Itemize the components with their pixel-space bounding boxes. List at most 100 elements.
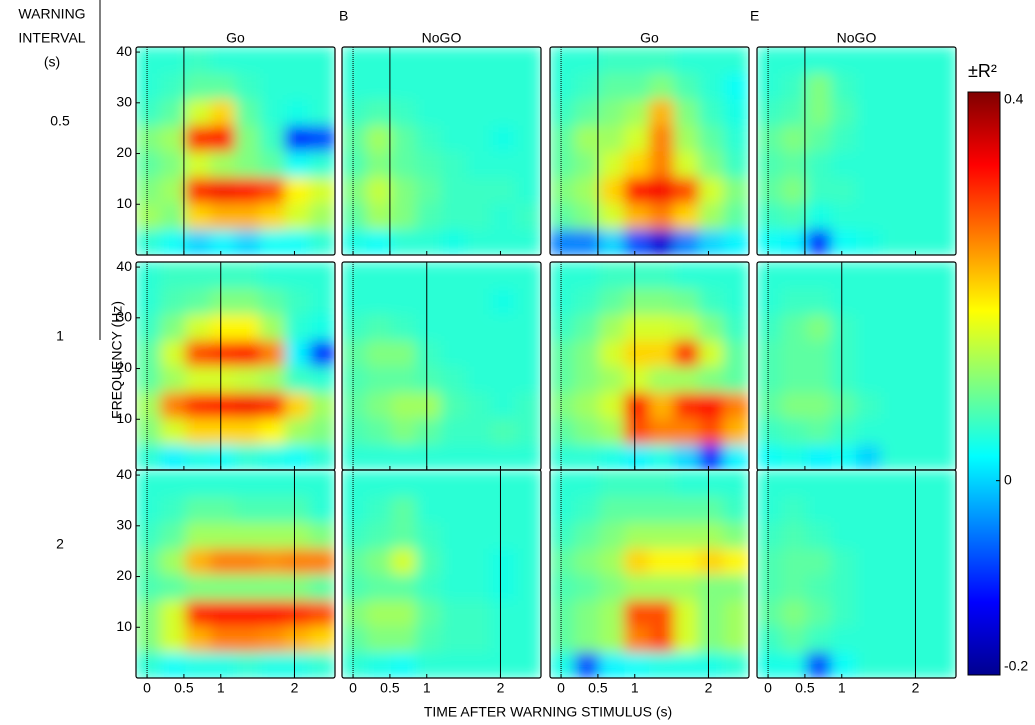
x-tick-label: 0.5 xyxy=(380,680,400,696)
cell xyxy=(366,228,393,255)
cell xyxy=(624,470,650,497)
cell xyxy=(574,339,601,367)
cell xyxy=(160,228,187,255)
cell xyxy=(416,176,442,204)
cell xyxy=(550,573,576,601)
cell xyxy=(259,417,286,445)
cell xyxy=(599,470,626,497)
cell xyxy=(490,228,517,255)
cell xyxy=(366,495,393,523)
cell xyxy=(599,443,626,470)
cell xyxy=(342,313,368,341)
x-tick-label: 2 xyxy=(912,680,920,696)
cell xyxy=(698,124,725,152)
cell xyxy=(416,339,442,367)
cell xyxy=(673,339,700,367)
cell xyxy=(160,47,187,74)
cell xyxy=(490,262,517,289)
cell xyxy=(831,262,857,289)
cell xyxy=(930,287,956,315)
cell xyxy=(599,339,626,367)
cell xyxy=(515,150,541,178)
cell xyxy=(136,47,162,74)
cell xyxy=(210,573,236,601)
cell xyxy=(930,651,956,678)
cell xyxy=(723,202,749,230)
cell xyxy=(856,72,882,100)
cell xyxy=(210,495,236,523)
cell xyxy=(136,599,162,627)
cell xyxy=(781,365,808,393)
x-tick-label: 1 xyxy=(838,680,846,696)
cell xyxy=(757,625,783,653)
cell xyxy=(550,470,576,497)
cell xyxy=(235,313,261,341)
cell xyxy=(284,547,311,575)
cell xyxy=(259,547,286,575)
x-tick-label: 2 xyxy=(291,680,299,696)
cell xyxy=(136,625,162,653)
cell xyxy=(806,262,833,289)
cell xyxy=(309,124,335,152)
cell xyxy=(757,365,783,393)
cell xyxy=(185,202,212,230)
cell xyxy=(284,228,311,255)
panel xyxy=(342,262,541,470)
cell xyxy=(441,573,467,601)
cell xyxy=(723,625,749,653)
cell xyxy=(599,365,626,393)
cell xyxy=(490,47,517,74)
cell xyxy=(136,339,162,367)
cell xyxy=(465,124,492,152)
cell xyxy=(235,573,261,601)
cell xyxy=(880,262,907,289)
cell xyxy=(624,176,650,204)
heatmap xyxy=(757,470,956,678)
cell xyxy=(416,651,442,678)
cell xyxy=(880,47,907,74)
cell xyxy=(284,339,311,367)
cell xyxy=(342,599,368,627)
cell xyxy=(284,625,311,653)
cell xyxy=(698,521,725,549)
cell xyxy=(806,470,833,497)
x-tick-label: 0 xyxy=(764,680,772,696)
panel-frame xyxy=(756,469,957,679)
cell xyxy=(599,124,626,152)
cell xyxy=(391,176,418,204)
cell xyxy=(880,98,907,126)
cell xyxy=(856,443,882,470)
cell xyxy=(136,365,162,393)
cell xyxy=(465,365,492,393)
cell xyxy=(856,262,882,289)
cell xyxy=(673,47,700,74)
cell xyxy=(160,313,187,341)
cell xyxy=(574,228,601,255)
cell xyxy=(136,547,162,575)
cell xyxy=(465,228,492,255)
cell xyxy=(723,339,749,367)
cell xyxy=(185,98,212,126)
y-tick-label: 40 xyxy=(116,258,132,274)
x-axis-label: TIME AFTER WARNING STIMULUS (s) xyxy=(424,704,672,720)
cell xyxy=(649,391,675,419)
cell xyxy=(185,365,212,393)
cell xyxy=(416,443,442,470)
cell xyxy=(698,470,725,497)
cell xyxy=(309,470,335,497)
cell xyxy=(649,228,675,255)
cell xyxy=(757,228,783,255)
cell xyxy=(259,521,286,549)
cell xyxy=(342,443,368,470)
cell xyxy=(550,521,576,549)
y-tick-label: 30 xyxy=(116,517,132,533)
cell xyxy=(342,391,368,419)
cell xyxy=(366,573,393,601)
cell xyxy=(781,625,808,653)
column-title: Go xyxy=(226,30,245,46)
cell xyxy=(806,573,833,601)
cell xyxy=(930,228,956,255)
cell xyxy=(624,47,650,74)
cell xyxy=(599,625,626,653)
cell xyxy=(856,391,882,419)
